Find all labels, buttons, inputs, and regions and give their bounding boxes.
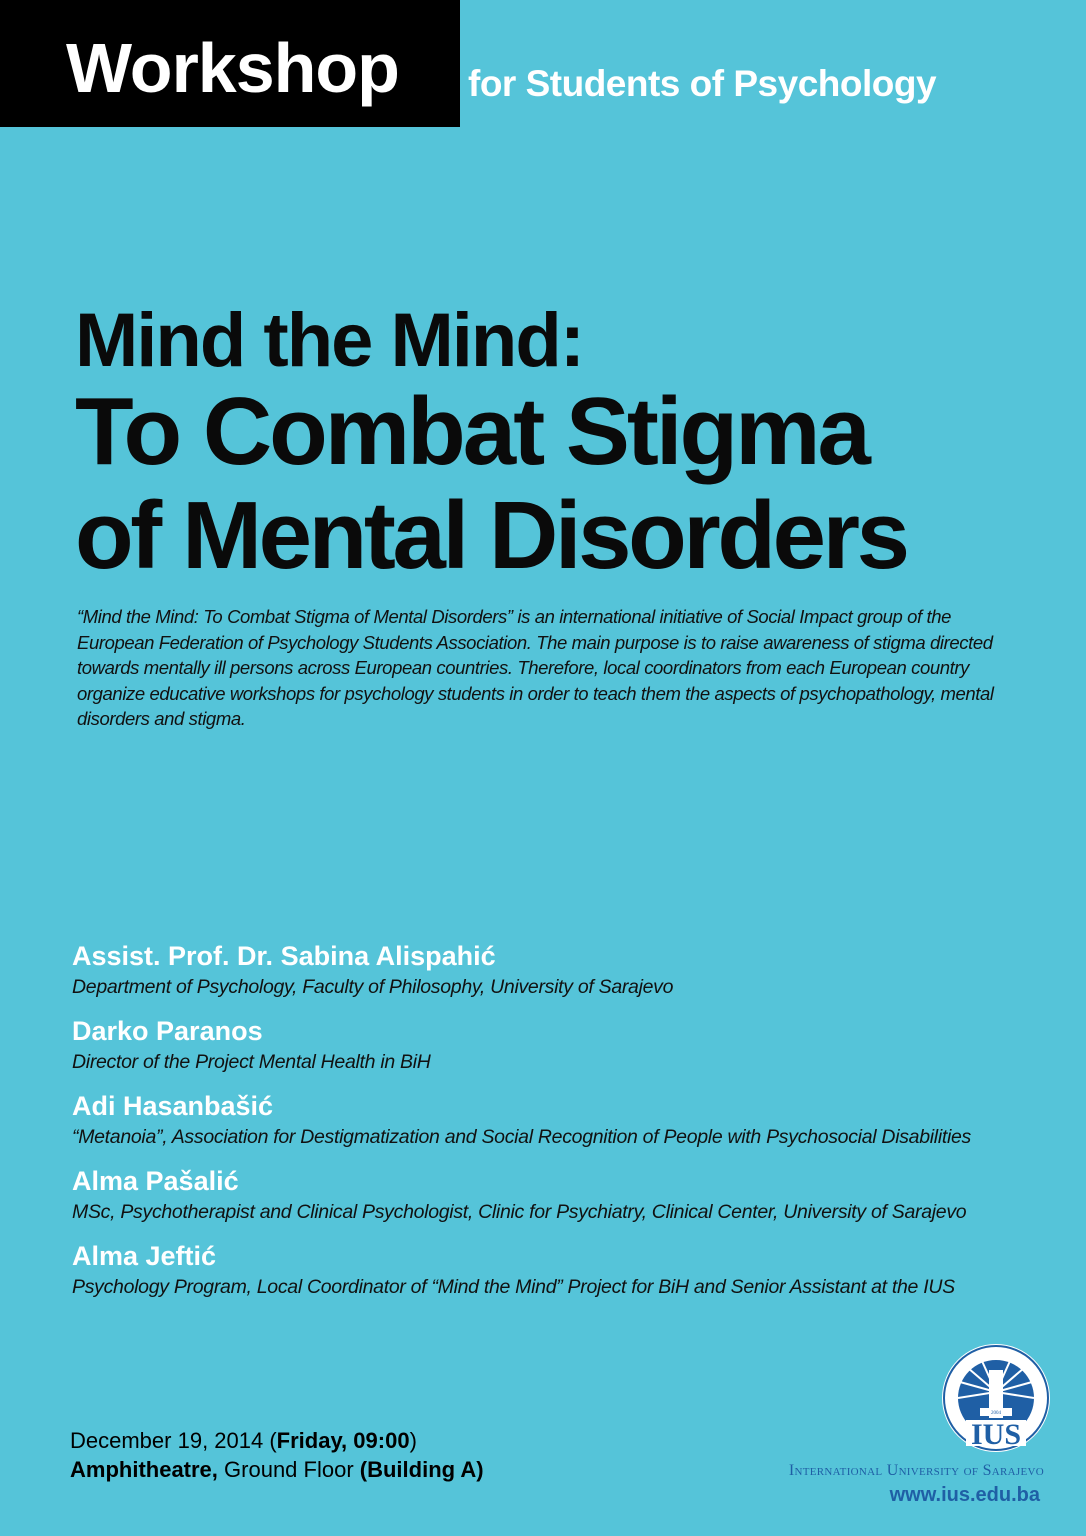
event-details: December 19, 2014 (Friday, 09:00) Amphit… <box>70 1426 484 1484</box>
speaker-name: Assist. Prof. Dr. Sabina Alispahić <box>72 941 496 971</box>
title-line-2: To Combat Stigma <box>75 378 871 485</box>
website-link[interactable]: www.ius.edu.ba <box>889 1484 1040 1506</box>
date-text: December 19, 2014 ( <box>70 1428 277 1453</box>
date-close: ) <box>409 1428 417 1453</box>
ius-logo-icon: IUS 2004 <box>942 1344 1050 1452</box>
speaker-affiliation: Director of the Project Mental Health in… <box>72 1051 431 1073</box>
speaker: Assist. Prof. Dr. Sabina Alispahić Depar… <box>72 938 1072 1013</box>
speaker-name: Alma Pašalić <box>72 1166 239 1196</box>
speaker: Adi Hasanbašić “Metanoia”, Association f… <box>72 1088 1072 1163</box>
floor: Ground Floor <box>217 1457 360 1482</box>
speaker: Alma Pašalić MSc, Psychotherapist and Cl… <box>72 1163 1072 1238</box>
event-venue: Amphitheatre, Ground Floor (Building A) <box>70 1455 484 1484</box>
intro-paragraph: “Mind the Mind: To Combat Stigma of Ment… <box>77 606 994 729</box>
university-name: International University of Sarajevo <box>788 1462 1044 1479</box>
svg-text:2004: 2004 <box>991 1411 1002 1416</box>
speaker-affiliation: Psychology Program, Local Coordinator of… <box>72 1276 955 1298</box>
title-line-3: of Mental Disorders <box>75 482 910 589</box>
speaker-name: Adi Hasanbašić <box>72 1091 274 1121</box>
speaker-name: Darko Paranos <box>72 1016 263 1046</box>
speaker-list: Assist. Prof. Dr. Sabina Alispahić Depar… <box>72 938 1072 1313</box>
speaker-affiliation: “Metanoia”, Association for Destigmatiza… <box>72 1126 972 1148</box>
header-banner <box>0 0 460 127</box>
speaker: Alma Jeftić Psychology Program, Local Co… <box>72 1238 1072 1313</box>
header-subtitle: for Students of Psychology <box>468 63 937 104</box>
building: (Building A) <box>359 1457 484 1482</box>
event-date: December 19, 2014 (Friday, 09:00) <box>70 1426 484 1455</box>
venue: Amphitheatre, <box>70 1457 218 1482</box>
header-title: Workshop <box>66 29 400 107</box>
day-time: Friday, 09:00 <box>276 1428 410 1453</box>
title-line-1: Mind the Mind: <box>75 298 585 383</box>
speaker-affiliation: MSc, Psychotherapist and Clinical Psycho… <box>72 1201 967 1223</box>
svg-text:IUS: IUS <box>971 1418 1021 1451</box>
speaker-name: Alma Jeftić <box>72 1241 217 1271</box>
speaker-affiliation: Department of Psychology, Faculty of Phi… <box>72 976 674 998</box>
speaker: Darko Paranos Director of the Project Me… <box>72 1013 1072 1088</box>
